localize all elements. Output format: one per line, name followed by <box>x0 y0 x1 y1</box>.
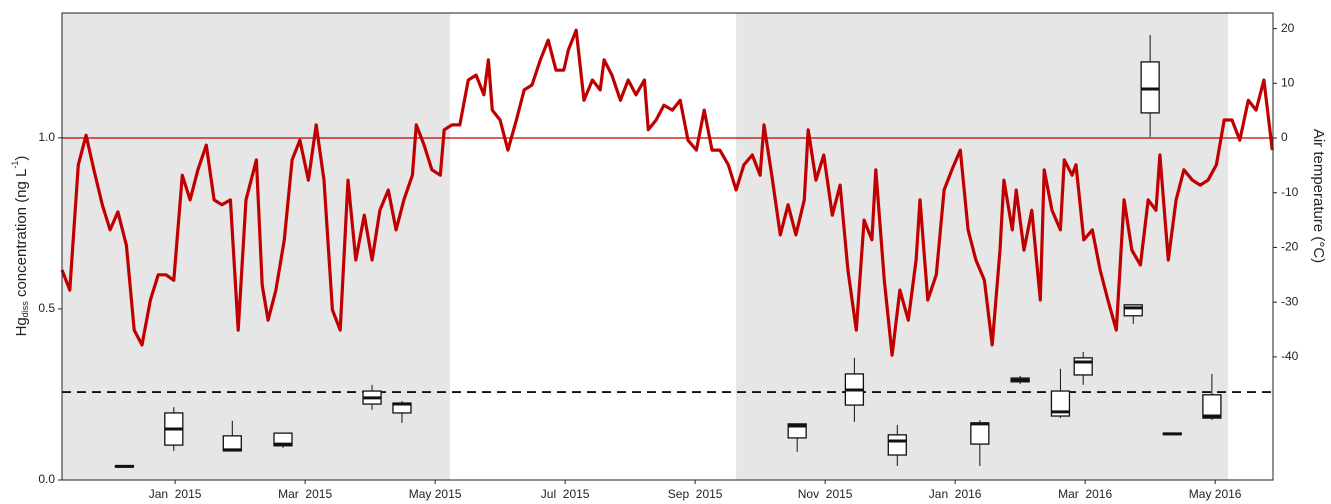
box <box>887 434 907 456</box>
y-label-end: ) <box>13 156 30 161</box>
x-tick-label: Mar 2016 <box>1058 487 1112 501</box>
box <box>1073 357 1093 376</box>
y-axis-label: Hgdiss concentration (ng L-1) <box>10 156 30 337</box>
x-tick-label: Jan 2015 <box>149 487 202 501</box>
x-tick-label: Jul 2015 <box>541 487 590 501</box>
x-tick-label: Jan 2016 <box>929 487 982 501</box>
y-label-sub: diss <box>20 301 30 318</box>
box <box>1140 61 1160 114</box>
plot-layer: Jan 2015 Mar 2015 May 2015 Jul 2015 Sep 2015… <box>38 21 1298 501</box>
y2-tick-label: 0 <box>1281 130 1288 144</box>
box <box>1202 394 1222 419</box>
y2-tick-label: -30 <box>1281 294 1299 308</box>
y2-tick-label: -40 <box>1281 349 1299 363</box>
y2-tick-label: -10 <box>1281 185 1299 199</box>
y-label-text: concentration (ng L <box>13 169 30 302</box>
y2-tick-label: 20 <box>1281 21 1295 35</box>
x-tick-label: May 2015 <box>409 487 462 501</box>
y-label-sup: -1 <box>10 161 20 169</box>
temperature-line <box>60 28 1274 357</box>
x-tick-label: Nov 2015 <box>798 487 853 501</box>
y2-tick-label: -20 <box>1281 240 1299 254</box>
y-tick-label: 0.5 <box>38 301 55 315</box>
y-tick-label: 1.0 <box>38 130 55 144</box>
x-tick-label: May 2016 <box>1189 487 1242 501</box>
box <box>1123 304 1143 317</box>
x-tick-label: Sep 2015 <box>668 487 723 501</box>
box <box>1050 390 1071 417</box>
x-tick-label: Mar 2015 <box>278 487 332 501</box>
y2-axis-label: Air temperature (°C) <box>1310 129 1327 263</box>
shaded-region <box>62 13 451 480</box>
y-tick-label: 0.0 <box>38 472 55 486</box>
box <box>970 422 990 445</box>
y2-tick-label: 10 <box>1281 75 1295 89</box>
y-label-base: Hg <box>13 317 30 336</box>
plot-frame <box>61 12 1274 481</box>
